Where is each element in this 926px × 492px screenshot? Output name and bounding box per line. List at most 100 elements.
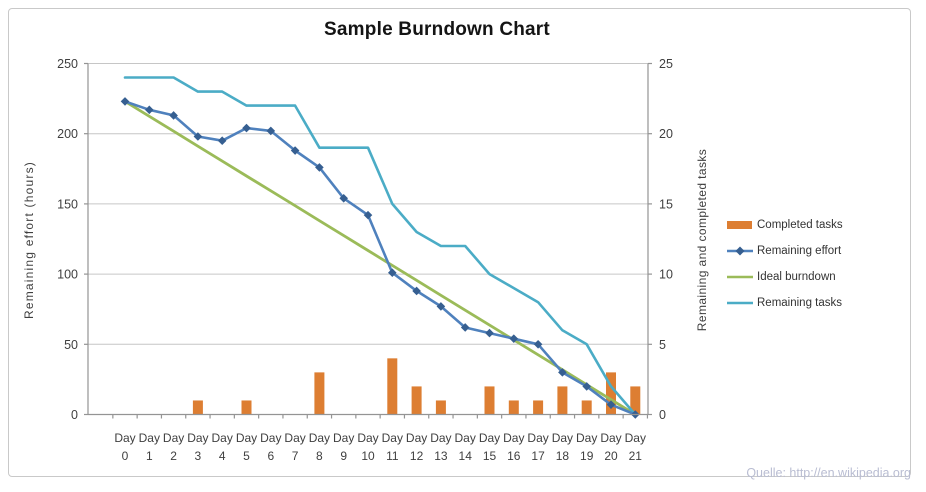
marker-day-9 (339, 193, 348, 203)
legend-swatch-line (727, 301, 753, 305)
bar-day-19 (581, 400, 592, 415)
right-tick-0: 0 (659, 408, 666, 422)
day-label-num-6: 6 (267, 449, 274, 463)
right-tick-5: 5 (659, 338, 666, 352)
day-label-word-8: Day (309, 431, 330, 445)
marker-day-5 (242, 123, 251, 133)
day-label-num-3: 3 (195, 449, 202, 463)
day-label-num-20: 20 (604, 449, 618, 463)
marker-day-19 (582, 382, 591, 391)
marker-day-1 (145, 105, 154, 115)
marker-day-6 (266, 126, 276, 136)
marker-day-13 (436, 302, 446, 311)
day-label-word-17: Day (527, 431, 548, 445)
day-label-num-10: 10 (361, 449, 375, 463)
right-tick-10: 10 (659, 268, 673, 282)
legend-swatch-line (727, 246, 753, 256)
day-label-num-17: 17 (531, 449, 545, 463)
marker-day-12 (412, 286, 421, 296)
gridlines (88, 63, 648, 345)
day-label-num-13: 13 (434, 449, 448, 463)
bar-day-3 (192, 400, 203, 415)
day-label-word-7: Day (284, 431, 305, 445)
marker-day-18 (558, 368, 567, 377)
day-label-num-2: 2 (170, 449, 177, 463)
day-label-word-10: Day (357, 431, 378, 445)
right-tick-25: 25 (659, 57, 673, 71)
bar-day-16 (508, 400, 519, 415)
day-label-word-15: Day (479, 431, 500, 445)
day-label-num-14: 14 (459, 449, 473, 463)
day-label-word-14: Day (455, 431, 476, 445)
day-label-num-15: 15 (483, 449, 497, 463)
left-tick-50: 50 (64, 338, 78, 352)
day-label-num-8: 8 (316, 449, 323, 463)
axes (84, 62, 652, 419)
marker-day-15 (485, 328, 494, 338)
day-label-word-18: Day (552, 431, 573, 445)
day-label-word-1: Day (139, 431, 160, 445)
marker-day-20 (606, 400, 616, 409)
series-completed-tasks (192, 358, 641, 415)
chart-legend: Completed tasks Remaining effort Ideal bur… (727, 212, 843, 316)
bar-day-5 (241, 400, 252, 415)
bar-day-13 (435, 400, 446, 415)
legend-label: Ideal burndown (757, 271, 836, 283)
chart-border-frame (8, 8, 911, 477)
day-label-num-18: 18 (556, 449, 570, 463)
bar-day-21 (630, 386, 641, 415)
day-label-num-16: 16 (507, 449, 521, 463)
bar-day-17 (533, 400, 544, 415)
bar-day-20 (606, 372, 616, 415)
day-label-word-3: Day (187, 431, 208, 445)
day-label-num-21: 21 (629, 449, 643, 463)
marker-day-16 (509, 334, 519, 343)
left-tick-100: 100 (57, 268, 78, 282)
day-label-word-5: Day (236, 431, 257, 445)
bar-day-18 (557, 386, 568, 415)
day-label-num-1: 1 (146, 449, 153, 463)
left-tick-150: 150 (57, 197, 78, 211)
legend-label: Remaining effort (757, 245, 842, 257)
day-label-num-19: 19 (580, 449, 594, 463)
day-label-word-0: Day (114, 431, 135, 445)
day-label-num-5: 5 (243, 449, 250, 463)
left-tick-200: 200 (57, 127, 78, 141)
day-label-num-11: 11 (386, 449, 399, 463)
series-remaining-tasks (123, 76, 637, 416)
marker-day-4 (217, 136, 227, 146)
marker-day-7 (290, 146, 300, 155)
marker-day-17 (533, 340, 543, 349)
day-label-word-4: Day (212, 431, 233, 445)
left-tick-250: 250 (57, 57, 78, 71)
day-label-word-13: Day (430, 431, 451, 445)
day-label-word-11: Day (382, 431, 403, 445)
day-label-word-20: Day (600, 431, 621, 445)
day-label-num-4: 4 (219, 449, 226, 463)
legend-item-remaining-tasks: Remaining tasks (727, 290, 843, 316)
day-label-word-12: Day (406, 431, 427, 445)
day-label-num-9: 9 (340, 449, 347, 463)
marker-day-11 (388, 268, 397, 277)
marker-day-8 (315, 163, 324, 172)
day-label-word-21: Day (625, 431, 646, 445)
day-label-word-19: Day (576, 431, 597, 445)
legend-swatch-line (727, 275, 753, 279)
marker-day-10 (363, 210, 373, 220)
day-label-num-7: 7 (292, 449, 299, 463)
legend-item-completed-tasks: Completed tasks (727, 212, 843, 238)
day-label-word-9: Day (333, 431, 354, 445)
series-ideal-burndown (123, 100, 637, 416)
bar-day-12 (411, 386, 422, 415)
source-attribution: Quelle: http://en.wikipedia.org (746, 466, 911, 480)
legend-label: Remaining tasks (757, 297, 843, 309)
day-label-word-6: Day (260, 431, 281, 445)
right-tick-20: 20 (659, 127, 673, 141)
day-label-word-2: Day (163, 431, 184, 445)
left-tick-0: 0 (71, 408, 78, 422)
day-label-num-12: 12 (410, 449, 424, 463)
legend-label: Completed tasks (757, 219, 843, 231)
day-label-word-16: Day (503, 431, 524, 445)
legend-item-remaining-effort: Remaining effort (727, 238, 843, 264)
bar-day-15 (484, 386, 495, 415)
